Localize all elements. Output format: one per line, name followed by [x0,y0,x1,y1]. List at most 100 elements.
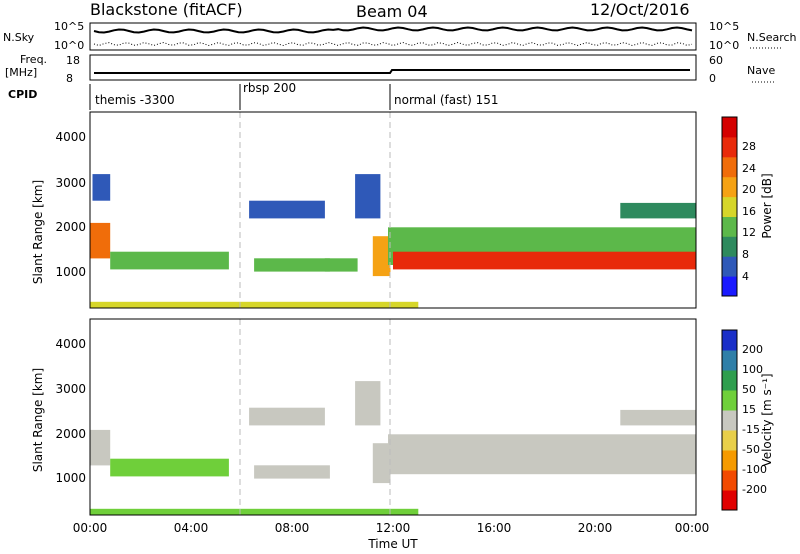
velocity-colorbar-label: Velocity [m s⁻¹] [760,373,774,466]
power-cbar-swatch-5 [722,176,737,198]
power-heatmap [90,174,697,308]
velocity-cbar-tick-15: 15 [742,403,756,416]
velocity-cbar-swatch-3 [722,430,737,451]
nave-label: Nave [747,64,775,77]
power-cbar-swatch-6 [722,156,737,178]
power-cbar-swatch-8 [722,117,737,138]
power-ylabel: Slant Range [km] [31,180,45,284]
power-colorbar-frame [721,116,738,297]
freq-series-line [94,69,690,74]
xtick-0800: 08:00 [275,521,310,535]
velocity-cbar-tick-neg100: -100 [742,463,767,476]
power-cbar-tick-8: 8 [742,248,749,261]
xtick-1200: 12:00 [376,521,411,535]
nsky-tick-bottom: 10^0 [54,39,84,52]
velocity-cbar-tick-200: 200 [742,343,763,356]
velocity-yaxis: 4000 3000 2000 1000 [55,337,86,485]
velocity-cbar-swatch-1 [722,470,737,491]
nsky-label: N.Sky [3,31,35,44]
power-cbar-swatch-2 [722,236,737,257]
velocity-ytick-1000: 1000 [55,471,86,485]
power-region-6 [355,174,381,219]
velocity-colorbar-ticks: 200 100 50 15 -15 -50 -100 -200 [742,343,767,496]
station-title: Blackstone (fitACF) [90,0,243,19]
freq-tick-bottom: 8 [66,72,73,85]
velocity-cbar-swatch-4 [722,410,737,431]
nave-tick-bottom: 0 [709,72,716,85]
nsky-panel-frame [89,22,697,51]
velocity-region-3 [254,465,330,479]
xtick-0000: 00:00 [73,521,108,535]
power-region-3 [249,200,325,219]
power-cbar-swatch-3 [722,216,737,237]
velocity-colorbar [722,330,737,511]
nsearch-series-line [93,41,693,47]
freq-label-line1: Freq. [20,53,47,66]
power-region-0 [92,174,111,201]
power-cbar-tick-24: 24 [742,162,756,175]
xtick-1600: 16:00 [477,521,512,535]
power-region-1 [90,222,111,259]
cpid-mode-normal: normal (fast) 151 [394,93,498,107]
power-ytick-2000: 2000 [55,220,86,234]
power-colorbar-ticks: 28 24 20 16 12 8 4 [742,140,756,283]
velocity-region-6 [388,434,696,475]
nsky-tick-top: 10^5 [54,20,84,33]
xtick-0400: 04:00 [174,521,209,535]
xtick-2400: 00:00 [675,521,710,535]
power-yaxis: 4000 3000 2000 1000 [55,130,86,279]
power-region-9 [393,251,696,270]
nsearch-label: N.Search [747,31,797,44]
power-ytick-1000: 1000 [55,265,86,279]
velocity-colorbar-frame [721,329,738,511]
power-cbar-tick-12: 12 [742,226,756,239]
velocity-cbar-swatch-5 [722,390,737,411]
power-panel-frame [89,111,697,309]
xtick-2000: 20:00 [578,521,613,535]
velocity-region-2 [249,407,325,426]
freq-panel-frame [89,54,697,81]
freq-tick-top: 18 [66,54,80,67]
x-axis: 00:00 04:00 08:00 12:00 16:00 20:00 00:0… [73,521,710,535]
freq-label-line2: [MHz] [5,66,37,79]
cpid-mode-rbsp: rbsp 200 [243,81,296,95]
power-cbar-tick-16: 16 [742,205,756,218]
velocity-region-7 [620,409,697,426]
velocity-cbar-tick-50: 50 [742,383,756,396]
power-region-4 [254,258,330,272]
nave-tick-top: 60 [709,54,723,67]
velocity-ytick-3000: 3000 [55,382,86,396]
velocity-cbar-tick-neg200: -200 [742,483,767,496]
velocity-region-1 [110,458,229,477]
velocity-cbar-swatch-8 [722,330,737,351]
nsky-series-line [93,26,693,34]
velocity-cbar-swatch-6 [722,370,737,391]
beam-title: Beam 04 [356,2,428,21]
power-cbar-tick-4: 4 [742,270,749,283]
velocity-ytick-2000: 2000 [55,427,86,441]
power-region-5 [324,258,358,272]
velocity-region-8 [90,508,419,515]
power-colorbar-label: Power [dB] [760,173,774,238]
velocity-panel-frame [89,318,697,516]
power-cbar-swatch-0 [722,276,737,297]
power-colorbar [722,117,737,297]
velocity-cbar-tick-neg15: -15 [742,423,760,436]
power-region-10 [620,202,697,219]
power-region-2 [110,251,229,270]
power-cbar-swatch-7 [722,136,737,158]
power-ytick-3000: 3000 [55,176,86,190]
cpid-mode-themis: themis -3300 [95,93,175,107]
velocity-ylabel: Slant Range [km] [31,368,45,472]
power-cbar-swatch-4 [722,196,737,217]
velocity-heatmap [90,381,697,515]
velocity-cbar-swatch-0 [722,490,737,511]
power-ytick-4000: 4000 [55,130,86,144]
power-cbar-tick-28: 28 [742,140,756,153]
velocity-region-5 [372,443,391,484]
velocity-ytick-4000: 4000 [55,337,86,351]
power-cbar-tick-20: 20 [742,183,756,196]
power-cbar-swatch-1 [722,256,737,277]
cpid-label: CPID [8,88,37,101]
